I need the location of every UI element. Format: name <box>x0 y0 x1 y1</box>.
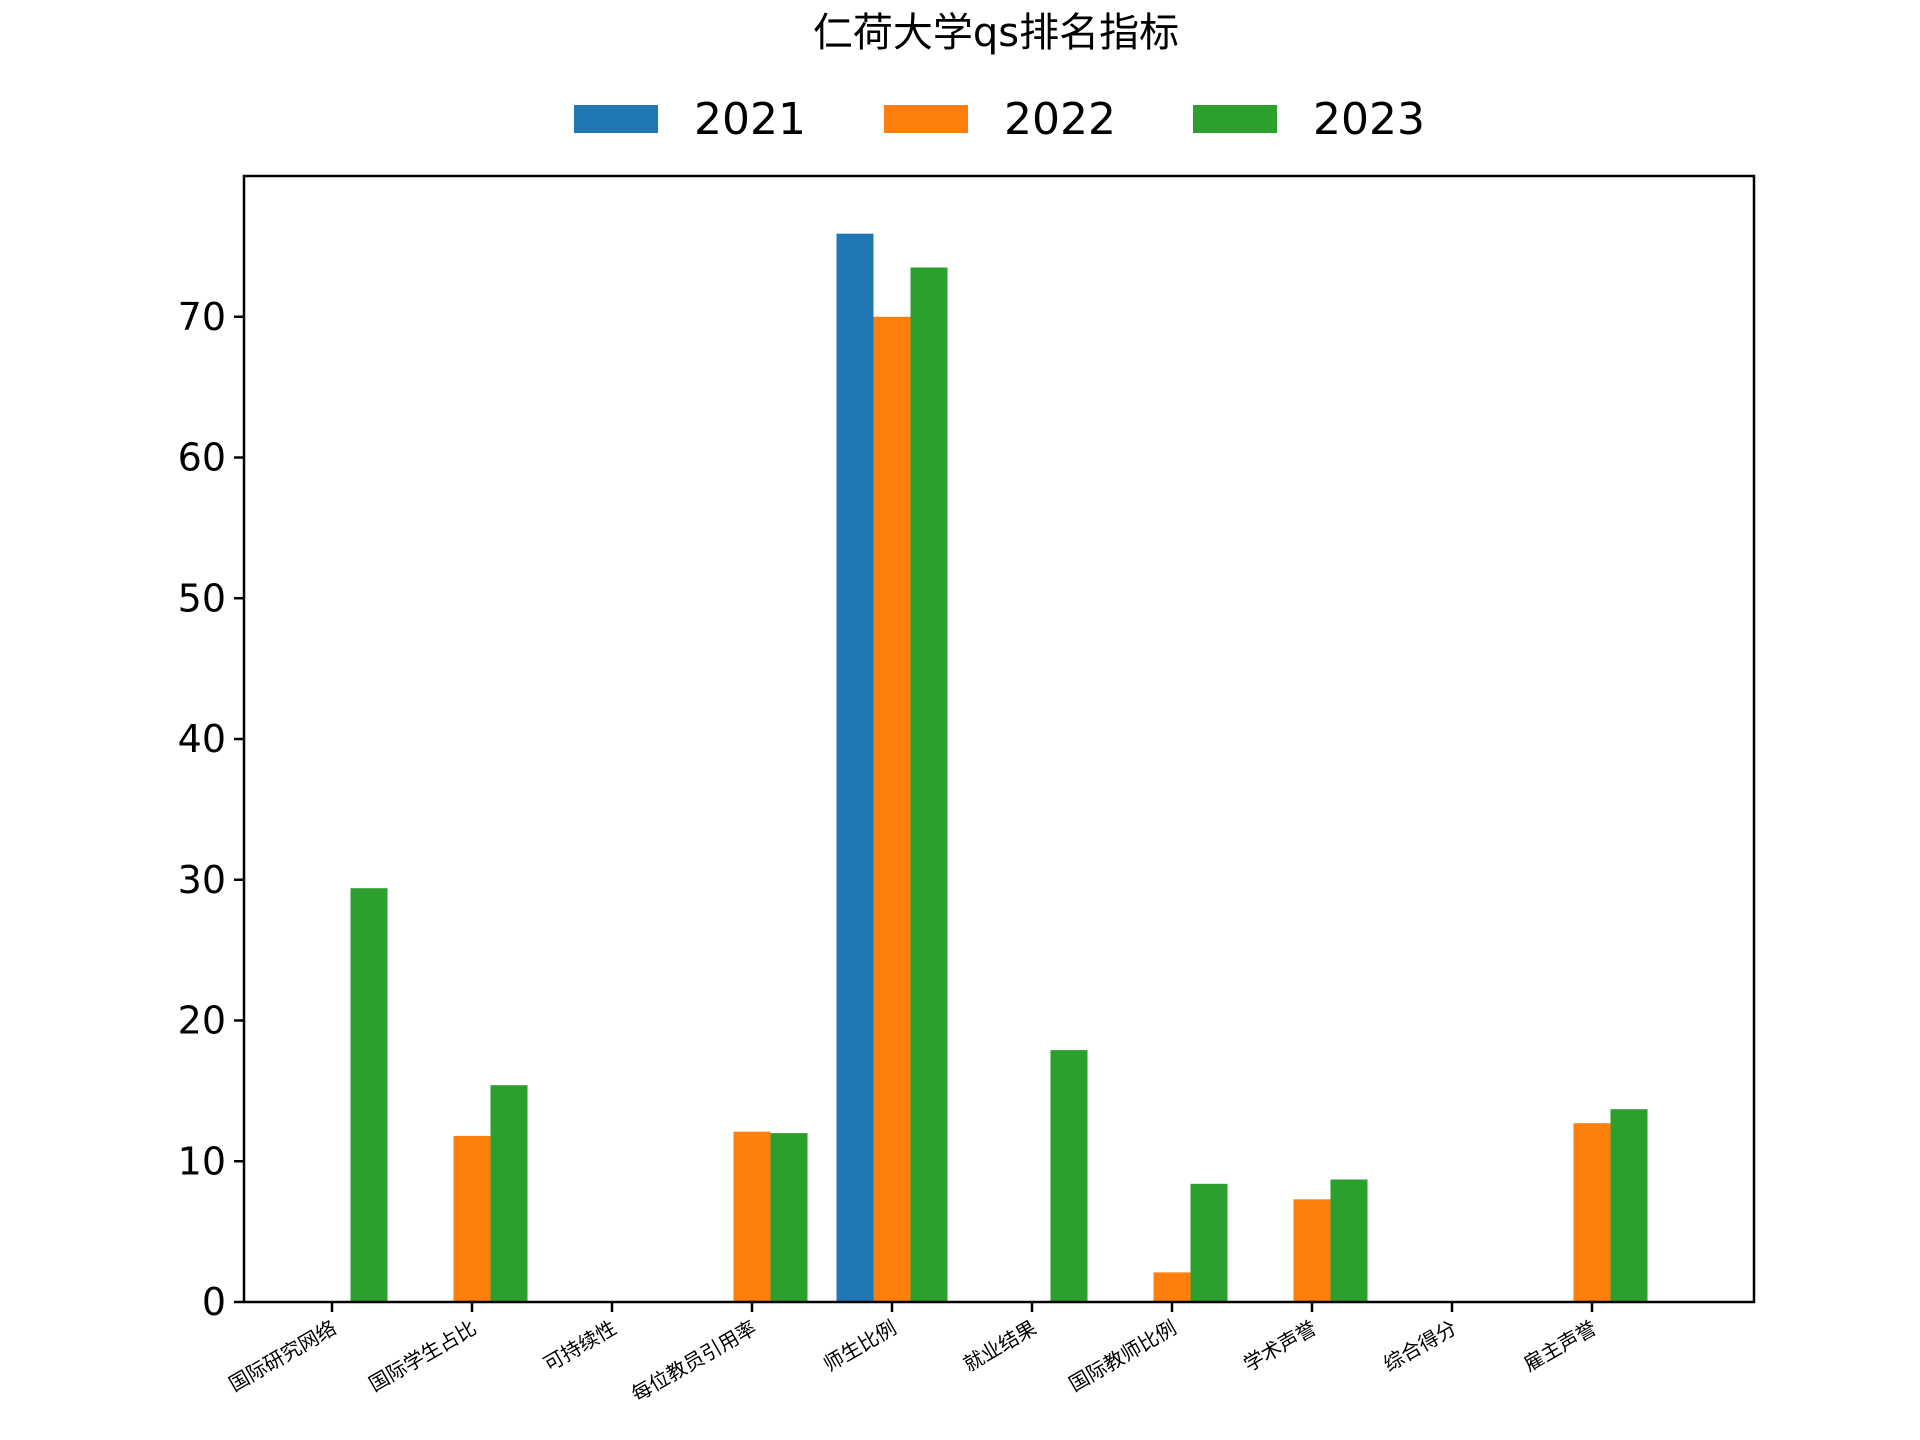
y-tick-label: 60 <box>178 436 226 480</box>
legend-label: 2023 <box>1313 94 1425 145</box>
x-tick-label: 雇主声誉 <box>1519 1316 1600 1377</box>
x-tick-label: 国际学生占比 <box>365 1316 481 1397</box>
bar-2023-4 <box>910 267 948 1302</box>
bar-2022-9 <box>1573 1123 1611 1302</box>
bar-2023-6 <box>1190 1183 1228 1302</box>
axes <box>242 174 1756 1304</box>
legend-swatch <box>884 105 968 133</box>
legend-swatch <box>1193 105 1277 133</box>
y-tick-label: 30 <box>178 858 226 902</box>
y-tick-label: 70 <box>178 295 226 339</box>
y-tick-label: 0 <box>202 1280 226 1324</box>
legend-label: 2021 <box>694 94 806 145</box>
bar-2023-0 <box>350 888 388 1302</box>
bar-2022-7 <box>1293 1199 1331 1302</box>
x-axis-ticks: 国际研究网络 国际学生占比 可持续性 每位教员引用率 师生比例 就业结果 国际教师比例 学术声… <box>225 1302 1601 1406</box>
y-tick-label: 40 <box>178 717 226 761</box>
x-tick-label: 国际教师比例 <box>1065 1316 1181 1397</box>
y-tick-label: 20 <box>178 999 226 1043</box>
bar-2023-7 <box>1330 1179 1368 1302</box>
bar-2023-9 <box>1610 1109 1648 1302</box>
legend: 2021 2022 2023 <box>574 94 1425 145</box>
x-tick-label: 学术声誉 <box>1239 1316 1320 1377</box>
x-tick-label: 国际研究网络 <box>225 1316 341 1397</box>
bar-2023-5 <box>1050 1050 1088 1302</box>
chart-title: 仁荷大学qs排名指标 <box>813 10 1179 56</box>
x-tick-label: 可持续性 <box>539 1316 620 1377</box>
x-tick-label: 每位教员引用率 <box>627 1316 760 1407</box>
x-tick-label: 综合得分 <box>1379 1316 1460 1377</box>
legend-label: 2022 <box>1004 94 1116 145</box>
bar-2022-4 <box>873 316 911 1303</box>
bar-2023-1 <box>490 1085 528 1302</box>
bar-2022-1 <box>453 1135 491 1302</box>
plot-frame <box>242 174 1756 1304</box>
bar-2021-4 <box>836 233 874 1303</box>
bars <box>350 233 1648 1303</box>
y-tick-label: 50 <box>178 576 226 620</box>
x-tick-label: 就业结果 <box>959 1316 1040 1377</box>
x-tick-label: 师生比例 <box>819 1316 900 1377</box>
bar-2022-3 <box>733 1131 771 1302</box>
legend-swatch <box>574 105 658 133</box>
y-tick-label: 10 <box>178 1139 226 1183</box>
bar-2023-3 <box>770 1133 808 1302</box>
bar-2022-6 <box>1153 1272 1191 1302</box>
y-axis-ticks: 0 10 20 30 40 50 60 70 <box>178 295 244 1324</box>
